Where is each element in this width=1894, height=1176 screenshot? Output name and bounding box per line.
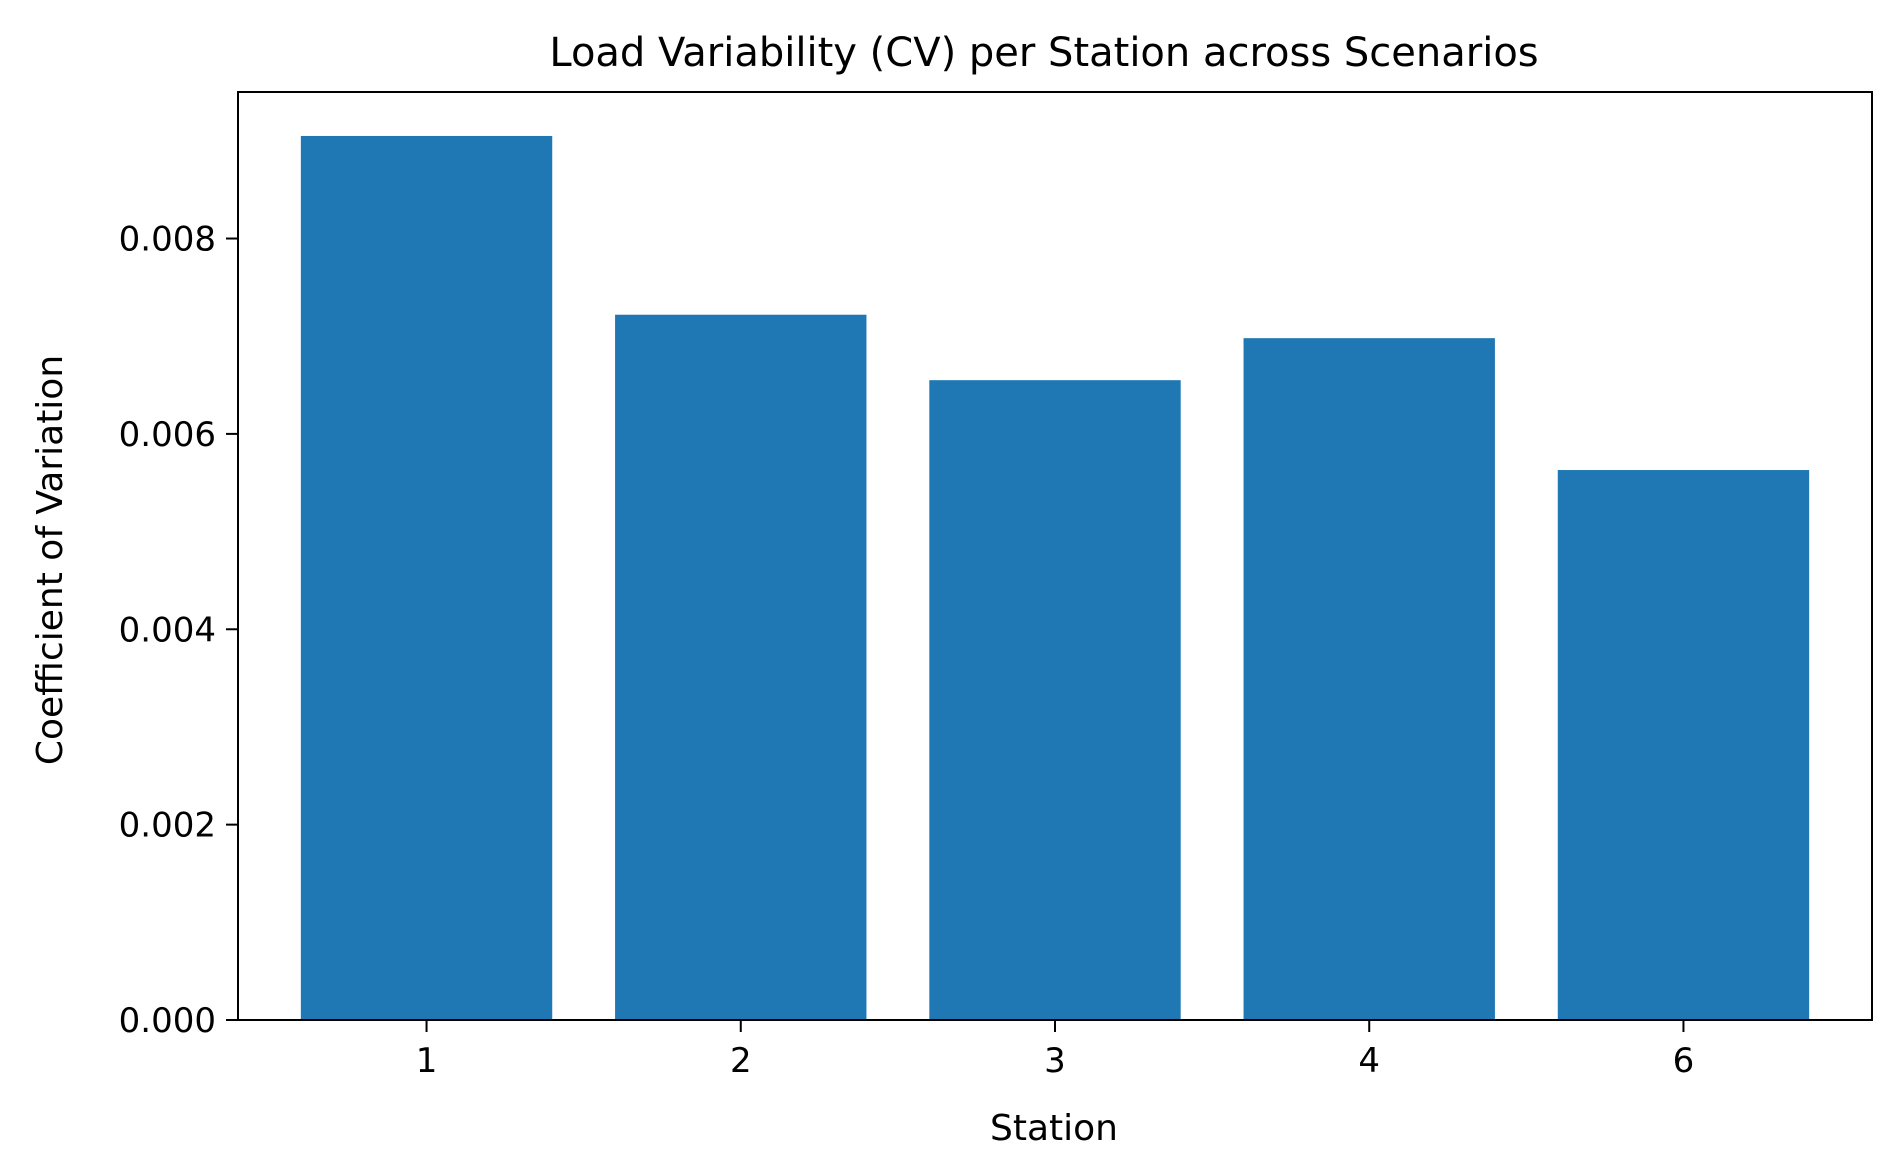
x-tick-label: 4: [1358, 1041, 1380, 1081]
x-tick-label: 3: [1044, 1041, 1066, 1081]
y-tick-label: 0.008: [119, 220, 216, 260]
bar-station-4: [1243, 338, 1495, 1021]
x-tick-label: 2: [730, 1041, 752, 1081]
y-tick-label: 0.002: [119, 806, 216, 846]
x-tick-label: 6: [1673, 1041, 1695, 1081]
axes-layer: 0.000 0.002 0.004 0.006 0.008 1 2 3 4 6: [119, 91, 1873, 1081]
x-tick-label: 1: [416, 1041, 438, 1081]
y-tick-label: 0.000: [119, 1001, 216, 1041]
bar-station-6: [1557, 470, 1810, 1020]
bar-station-3: [929, 380, 1181, 1020]
y-tick-label: 0.004: [119, 610, 216, 650]
y-axis-label: Coefficient of Variation: [30, 355, 71, 765]
chart-title: Load Variability (CV) per Station across…: [549, 30, 1538, 76]
bar-station-2: [615, 314, 867, 1021]
y-tick-label: 0.006: [119, 415, 216, 455]
bar-station-1: [300, 135, 553, 1021]
bars-layer: [300, 135, 1810, 1021]
x-axis-label: Station: [990, 1108, 1118, 1149]
